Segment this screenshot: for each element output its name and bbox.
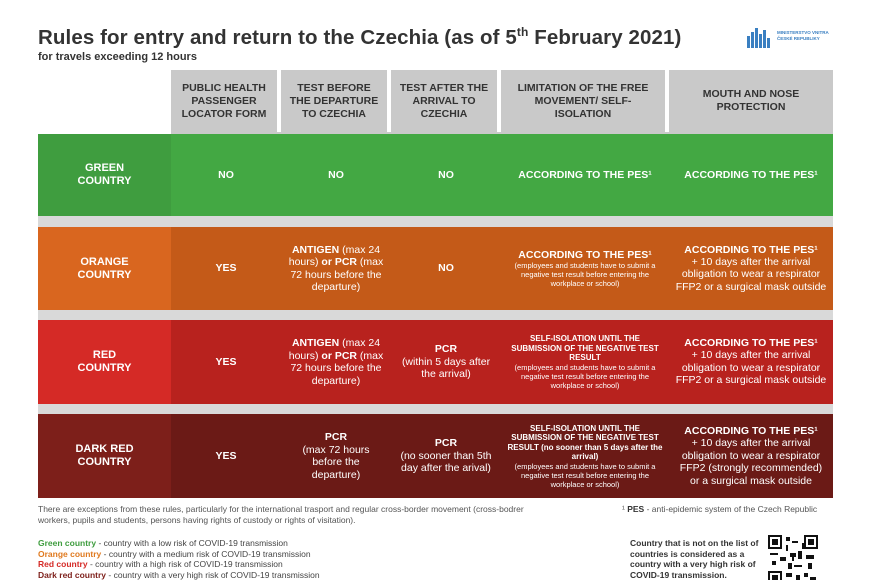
legend: Green country - country with a low risk … — [38, 538, 320, 580]
red-test-after: PCR (within 5 days after the arrival) — [391, 320, 501, 404]
row-label-orange: ORANGE COUNTRY — [38, 227, 171, 310]
qr-note: Country that is not on the list of count… — [630, 538, 759, 580]
header-test-before: TEST BEFORE THE DEPARTURE TO CZECHIA — [281, 70, 387, 132]
orange-test-before: ANTIGEN (max 24 hours) or PCR (max 72 ho… — [281, 227, 391, 310]
dark-red-plf: YES — [171, 414, 281, 498]
separator — [38, 404, 833, 414]
page-title: Rules for entry and return to the Czechi… — [38, 25, 682, 49]
logo-bars — [747, 28, 773, 48]
orange-limitation: ACCORDING TO THE PES¹ (employees and stud… — [501, 227, 669, 310]
red-test-before: ANTIGEN (max 24 hours) or PCR (max 72 ho… — [281, 320, 391, 404]
row-label-dark-red: DARK RED COUNTRY — [38, 414, 171, 498]
row-label-green: GREEN COUNTRY — [38, 134, 171, 216]
legend-item-dark-red: Dark red country - country with a very h… — [38, 569, 320, 580]
green-test-after: NO — [391, 134, 501, 216]
logo-text: MINISTERSTVO VNITRA ČESKÉ REPUBLIKY — [777, 30, 829, 41]
dark-red-mask: ACCORDING TO THE PES¹ + 10 days after the… — [669, 414, 833, 498]
green-plf: NO — [171, 134, 281, 216]
column-gap — [277, 70, 281, 498]
header-mask: MOUTH AND NOSE PROTECTION — [669, 70, 833, 132]
dark-red-test-after: PCR (no sooner than 5th day after the ari… — [391, 414, 501, 498]
header-test-after: TEST AFTER THE ARRIVAL TO CZECHIA — [391, 70, 497, 132]
legend-item-orange: Orange country - country with a medium r… — [38, 548, 311, 559]
row-label-red: RED COUNTRY — [38, 320, 171, 404]
dark-red-test-before: PCR (max 72 hours before the departure) — [281, 414, 391, 498]
separator — [38, 216, 833, 227]
header-plf: PUBLIC HEALTH PASSENGER LOCATOR FORM — [171, 70, 277, 132]
red-plf: YES — [171, 320, 281, 404]
separator — [171, 132, 833, 134]
qr-code-icon[interactable] — [768, 535, 818, 580]
dark-red-limitation: SELF-ISOLATION UNTIL THE SUBMISSION OF T… — [501, 414, 669, 498]
header-limitation: LIMITATION OF THE FREE MOVEMENT/ SELF-IS… — [501, 70, 665, 132]
ministry-logo-icon: MINISTERSTVO VNITRA ČESKÉ REPUBLIKY — [747, 26, 837, 54]
orange-mask: ACCORDING TO THE PES¹ + 10 days after the… — [669, 227, 833, 310]
red-mask: ACCORDING TO THE PES¹ + 10 days after the… — [669, 320, 833, 404]
green-mask: ACCORDING TO THE PES¹ — [669, 134, 833, 216]
orange-test-after: NO — [391, 227, 501, 310]
legend-item-red: Red country - country with a high risk o… — [38, 559, 283, 569]
green-test-before: NO — [281, 134, 391, 216]
green-limitation: ACCORDING TO THE PES¹ — [501, 134, 669, 216]
legend-item-green: Green country - country with a low risk … — [38, 538, 288, 548]
red-limitation: SELF-ISOLATION UNTIL THE SUBMISSION OF T… — [501, 320, 669, 404]
separator — [38, 310, 833, 320]
rules-table: PUBLIC HEALTH PASSENGER LOCATOR FORM TES… — [38, 70, 833, 498]
pes-footnote: ¹ PES - anti-epidemic system of the Czec… — [622, 504, 818, 514]
orange-plf: YES — [171, 227, 281, 310]
exceptions-note: There are exceptions from these rules, p… — [38, 504, 524, 525]
page-subtitle: for travels exceeding 12 hours — [38, 51, 197, 63]
